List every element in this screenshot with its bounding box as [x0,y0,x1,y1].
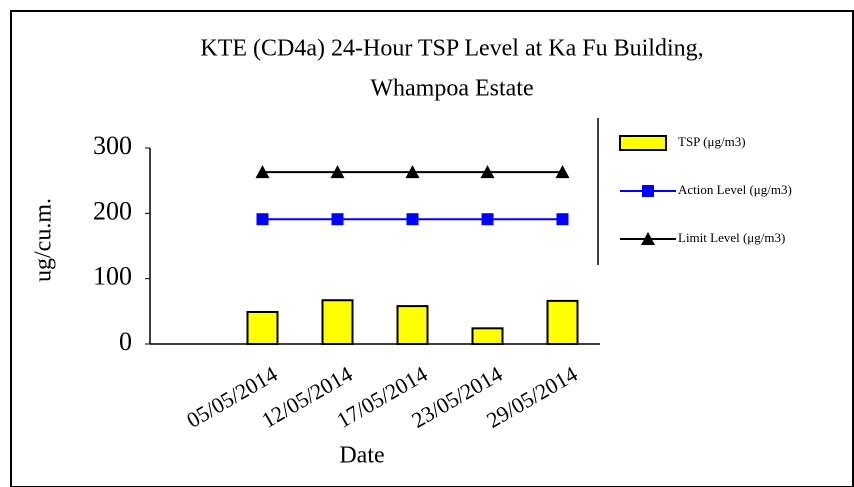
bar [471,327,504,346]
chart-title: Whampoa Estate [370,76,533,102]
line-marker [555,165,570,179]
frame [10,10,854,487]
y-tick-label: 100 [93,262,132,291]
bar [246,310,279,345]
bar [396,305,429,345]
line-marker [331,213,344,226]
line-marker [481,213,494,226]
y-tick-label: 0 [119,327,132,356]
y-tick-label: 200 [93,196,132,225]
line-marker [641,232,655,245]
y-tick-label: 300 [93,131,132,160]
line-marker [330,165,345,179]
line-marker [256,213,269,226]
line-marker [642,185,654,197]
chart-title: KTE (CD4a) 24-Hour TSP Level at Ka Fu Bu… [200,36,703,62]
legend-label: TSP (μg/m3) [678,134,746,149]
line-marker [405,165,420,179]
line-marker [255,165,270,179]
line-marker [556,213,569,226]
line-marker [480,165,495,179]
legend-label: Action Level (μg/m3) [678,182,792,197]
bar [546,299,579,346]
y-axis-label: ug/cu.m. [31,198,57,282]
line-marker [406,213,419,226]
legend-label: Limit Level (μg/m3) [678,230,785,245]
legend-swatch [619,135,667,151]
x-axis-label: Date [339,443,384,469]
bar [321,299,354,345]
